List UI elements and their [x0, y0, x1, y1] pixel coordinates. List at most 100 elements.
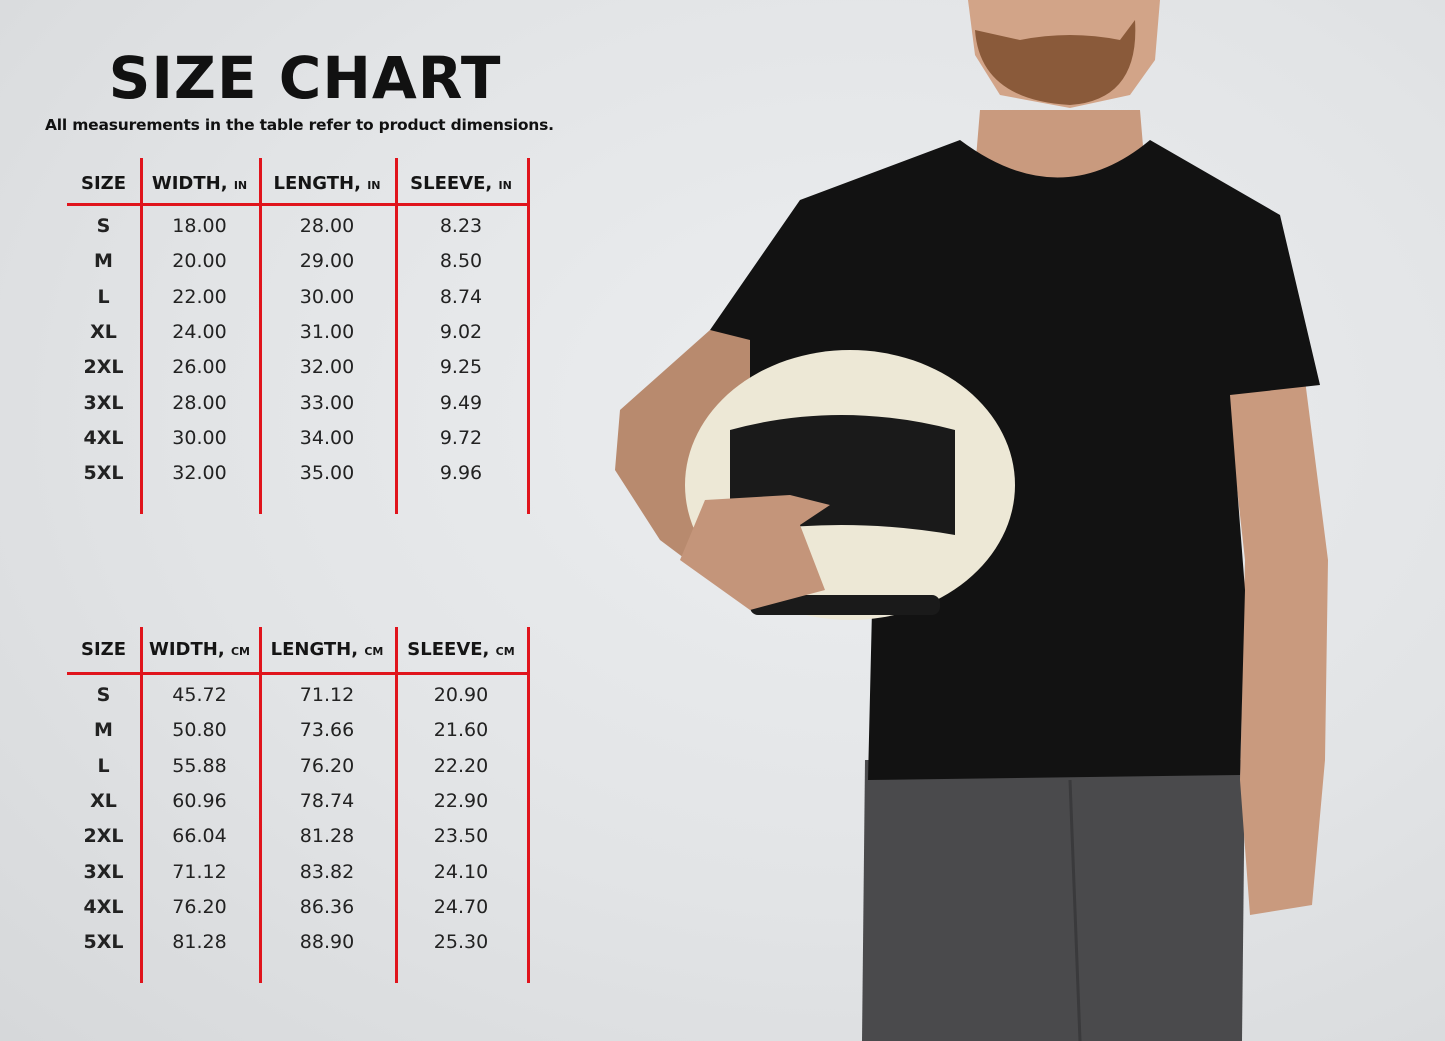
size-label: 4XL: [83, 895, 124, 918]
sleeve-value: 24.10: [433, 860, 489, 883]
width-value: 22.00: [172, 285, 227, 308]
model-photo: [615, 0, 1328, 1041]
length-value: 86.36: [299, 895, 355, 918]
size-label: S: [96, 684, 111, 706]
width-value: 20.00: [172, 250, 227, 273]
size-label: S: [96, 215, 111, 237]
column-divider: [140, 627, 143, 983]
hand: [680, 495, 830, 610]
width-value: 81.28: [172, 931, 227, 954]
length-value: 32.00: [299, 356, 355, 379]
size-label: 5XL: [83, 931, 124, 954]
beard: [975, 20, 1136, 105]
column-divider: [259, 158, 262, 514]
sleeve-value: 22.90: [433, 789, 489, 812]
length-value: 83.82: [299, 860, 355, 883]
size-label: 2XL: [83, 825, 124, 848]
width-value: 24.00: [172, 320, 227, 343]
width-value: 18.00: [172, 215, 227, 237]
header-label: WIDTH,: [151, 173, 228, 194]
sleeve-value: 9.96: [439, 462, 483, 485]
length-value: 33.00: [299, 391, 355, 414]
length-value: 78.74: [299, 789, 355, 812]
column-header-length: LENGTH, CM: [259, 639, 395, 660]
header-divider: [67, 672, 529, 675]
header-label: WIDTH,: [149, 639, 225, 660]
size-label: M: [94, 250, 113, 273]
header-unit: CM: [230, 645, 250, 658]
header-label: LENGTH,: [270, 639, 359, 660]
sleeve-value: 9.49: [439, 391, 483, 414]
column-header-length: LENGTH, IN: [259, 173, 395, 194]
size-table-centimeters: SIZE WIDTH, CM LENGTH, CM SLEEVE, CM S 45.72…: [67, 627, 530, 983]
size-label: 3XL: [83, 860, 124, 883]
column-header-width: WIDTH, IN: [140, 173, 259, 194]
length-value: 31.00: [299, 320, 355, 343]
page-subtitle: All measurements in the table refer to p…: [45, 116, 554, 134]
header-unit: IN: [367, 179, 381, 192]
length-value: 71.12: [299, 684, 355, 706]
width-value: 66.04: [172, 825, 227, 848]
size-label: L: [97, 754, 110, 777]
length-value: 34.00: [299, 426, 355, 449]
length-value: 73.66: [299, 719, 355, 742]
sleeve-value: 9.72: [439, 426, 483, 449]
header-unit: CM: [495, 645, 515, 658]
header-label: SLEEVE,: [410, 173, 493, 194]
width-value: 76.20: [172, 895, 227, 918]
sleeve-value: 24.70: [433, 895, 489, 918]
header-divider: [67, 203, 529, 206]
column-header-sleeve: SLEEVE, IN: [395, 173, 527, 194]
header-label: SIZE: [80, 639, 126, 660]
header-label: LENGTH,: [273, 173, 361, 194]
column-header-size: SIZE: [67, 639, 140, 660]
size-label: 5XL: [83, 462, 124, 485]
size-label: 4XL: [83, 426, 124, 449]
sleeve-value: 8.74: [439, 285, 483, 308]
size-table-inches: SIZE WIDTH, IN LENGTH, IN SLEEVE, IN S 18.00…: [67, 158, 530, 514]
length-value: 30.00: [299, 285, 355, 308]
black-tshirt: [710, 140, 1320, 780]
size-label: M: [94, 719, 113, 742]
column-header-size: SIZE: [67, 173, 140, 194]
column-divider: [259, 627, 262, 983]
width-value: 55.88: [172, 754, 227, 777]
size-label: 2XL: [83, 356, 124, 379]
size-label: 3XL: [83, 391, 124, 414]
sleeve-value: 8.50: [439, 250, 483, 273]
sleeve-value: 23.50: [433, 825, 489, 848]
jeans: [862, 760, 1245, 1041]
length-value: 35.00: [299, 462, 355, 485]
column-divider: [527, 627, 530, 983]
width-value: 50.80: [172, 719, 227, 742]
column-header-width: WIDTH, CM: [140, 639, 259, 660]
page-title: SIZE CHART: [108, 44, 502, 112]
width-value: 32.00: [172, 462, 227, 485]
width-value: 71.12: [172, 860, 227, 883]
length-value: 29.00: [299, 250, 355, 273]
width-value: 30.00: [172, 426, 227, 449]
width-value: 26.00: [172, 356, 227, 379]
sleeve-value: 20.90: [433, 684, 489, 706]
column-divider: [527, 158, 530, 514]
size-label: XL: [90, 320, 117, 343]
length-value: 88.90: [299, 931, 355, 954]
header-unit: IN: [233, 179, 248, 192]
header-unit: IN: [498, 179, 512, 192]
sleeve-value: 22.20: [433, 754, 489, 777]
sleeve-value: 25.30: [433, 931, 489, 954]
right-arm: [1225, 380, 1328, 915]
sleeve-value: 21.60: [433, 719, 489, 742]
size-label: XL: [90, 789, 117, 812]
column-header-sleeve: SLEEVE, CM: [395, 639, 527, 660]
length-value: 28.00: [299, 215, 355, 237]
size-label: L: [97, 285, 110, 308]
width-value: 45.72: [172, 684, 227, 706]
width-value: 28.00: [172, 391, 227, 414]
width-value: 60.96: [172, 789, 227, 812]
sleeve-value: 9.25: [439, 356, 483, 379]
header-label: SLEEVE,: [407, 639, 490, 660]
sleeve-value: 9.02: [439, 320, 483, 343]
length-value: 81.28: [299, 825, 355, 848]
sleeve-value: 8.23: [439, 215, 483, 237]
